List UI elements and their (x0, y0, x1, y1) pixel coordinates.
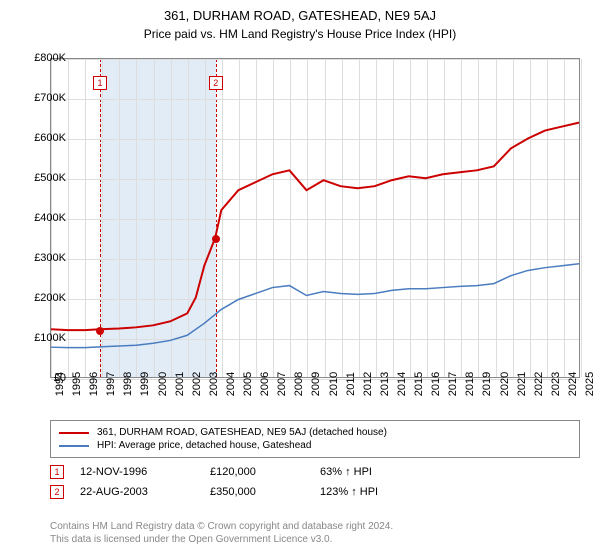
x-axis-label: 2004 (225, 372, 237, 396)
x-axis-label: 1997 (105, 372, 117, 396)
footer-attribution: Contains HM Land Registry data © Crown c… (50, 520, 580, 546)
x-axis-label: 2018 (464, 372, 476, 396)
x-axis-label: 2022 (533, 372, 545, 396)
x-axis-label: 1999 (139, 372, 151, 396)
x-axis-label: 2025 (584, 372, 596, 396)
x-axis-label: 1998 (122, 372, 134, 396)
chart-title: 361, DURHAM ROAD, GATESHEAD, NE9 5AJ (0, 0, 600, 23)
x-axis-label: 2005 (242, 372, 254, 396)
y-axis-label: £700K (16, 92, 66, 104)
x-axis-label: 2008 (293, 372, 305, 396)
x-axis-label: 2014 (396, 372, 408, 396)
x-axis-label: 2011 (345, 372, 357, 396)
x-axis-label: 2003 (208, 372, 220, 396)
chart-plot-area: 12 (50, 58, 580, 378)
x-axis-label: 2012 (362, 372, 374, 396)
x-axis-label: 2023 (550, 372, 562, 396)
sale-date: 12-NOV-1996 (80, 466, 210, 478)
series-line (51, 264, 579, 348)
legend-label: 361, DURHAM ROAD, GATESHEAD, NE9 5AJ (de… (97, 427, 387, 438)
sale-index: 2 (50, 485, 64, 499)
y-axis-label: £100K (16, 332, 66, 344)
y-axis-label: £800K (16, 52, 66, 64)
x-axis-label: 2007 (276, 372, 288, 396)
sale-price: £120,000 (210, 466, 320, 478)
footer-line1: Contains HM Land Registry data © Crown c… (50, 520, 580, 533)
series-line (51, 123, 579, 330)
sale-row: 2 22-AUG-2003£350,000123% ↑ HPI (50, 482, 580, 502)
x-axis-label: 2013 (379, 372, 391, 396)
y-axis-label: £600K (16, 132, 66, 144)
sale-index: 1 (50, 465, 64, 479)
x-axis-label: 2015 (413, 372, 425, 396)
x-axis-label: 1994 (54, 372, 66, 396)
y-axis-label: £500K (16, 172, 66, 184)
x-axis-label: 2001 (174, 372, 186, 396)
x-axis-label: 2019 (481, 372, 493, 396)
footer-line2: This data is licensed under the Open Gov… (50, 533, 580, 546)
x-axis-label: 1995 (71, 372, 83, 396)
sales-table: 1 12-NOV-1996£120,00063% ↑ HPI 2 22-AUG-200… (50, 462, 580, 502)
x-axis-label: 2024 (567, 372, 579, 396)
chart-subtitle: Price paid vs. HM Land Registry's House … (0, 23, 600, 41)
legend-swatch (59, 432, 89, 434)
sale-delta: 123% ↑ HPI (320, 486, 430, 498)
sale-dot (96, 327, 104, 335)
x-axis-label: 2010 (328, 372, 340, 396)
sale-marker: 1 (93, 76, 107, 90)
x-axis-label: 2009 (310, 372, 322, 396)
x-axis-label: 2000 (157, 372, 169, 396)
sale-row: 1 12-NOV-1996£120,00063% ↑ HPI (50, 462, 580, 482)
x-axis-label: 2021 (516, 372, 528, 396)
sale-delta: 63% ↑ HPI (320, 466, 430, 478)
sale-date: 22-AUG-2003 (80, 486, 210, 498)
legend-label: HPI: Average price, detached house, Gate… (97, 440, 311, 451)
x-axis-label: 2006 (259, 372, 271, 396)
sale-marker: 2 (209, 76, 223, 90)
x-axis-label: 2016 (430, 372, 442, 396)
legend-item: HPI: Average price, detached house, Gate… (59, 440, 571, 451)
x-axis-label: 2002 (191, 372, 203, 396)
legend: 361, DURHAM ROAD, GATESHEAD, NE9 5AJ (de… (50, 420, 580, 458)
y-axis-label: £300K (16, 252, 66, 264)
legend-item: 361, DURHAM ROAD, GATESHEAD, NE9 5AJ (de… (59, 427, 571, 438)
y-axis-label: £400K (16, 212, 66, 224)
y-axis-label: £200K (16, 292, 66, 304)
sale-price: £350,000 (210, 486, 320, 498)
legend-swatch (59, 445, 89, 447)
sale-dot (212, 235, 220, 243)
x-axis-label: 2017 (447, 372, 459, 396)
x-axis-label: 1996 (88, 372, 100, 396)
x-axis-label: 2020 (499, 372, 511, 396)
